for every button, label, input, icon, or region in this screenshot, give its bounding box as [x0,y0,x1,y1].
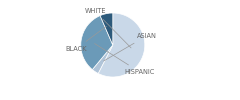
Wedge shape [81,16,113,70]
Text: BLACK: BLACK [65,26,106,52]
Text: ASIAN: ASIAN [104,33,156,61]
Wedge shape [92,45,113,74]
Wedge shape [98,13,145,77]
Text: WHITE: WHITE [84,8,131,48]
Wedge shape [100,13,113,45]
Text: HISPANIC: HISPANIC [95,44,155,75]
